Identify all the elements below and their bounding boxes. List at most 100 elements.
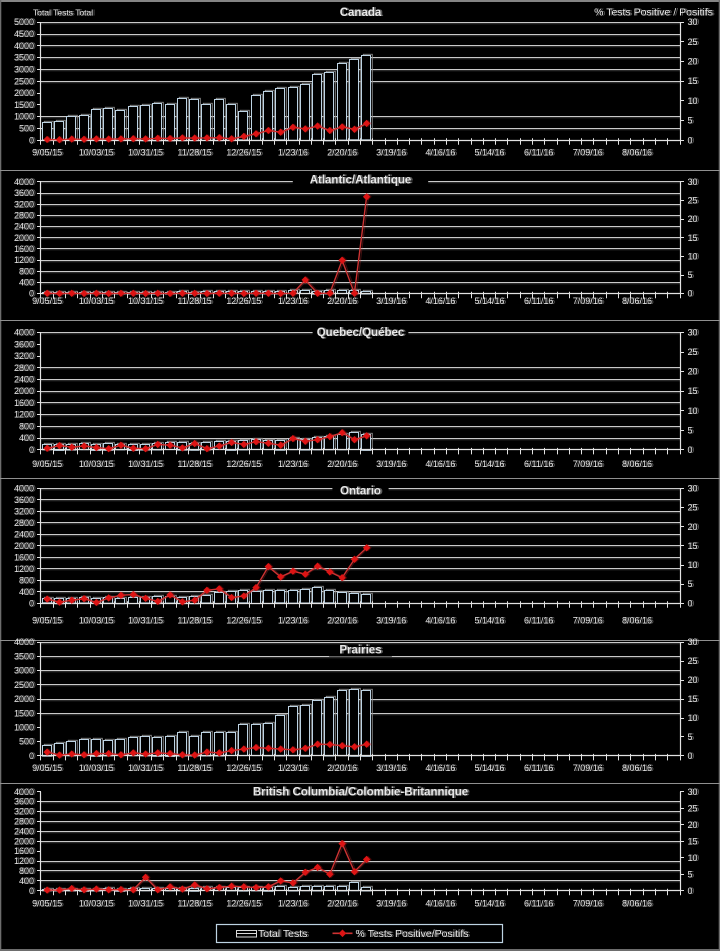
svg-text:2000: 2000	[16, 836, 36, 846]
svg-text:Atlantic/Atlantique: Atlantic/Atlantique	[310, 175, 412, 187]
svg-text:3200: 3200	[14, 507, 34, 517]
svg-text:25: 25	[688, 196, 698, 206]
svg-text:30: 30	[688, 637, 698, 647]
svg-text:3200: 3200	[14, 351, 34, 361]
svg-text:5/14/16: 5/14/16	[474, 763, 504, 773]
svg-text:6/11/16: 6/11/16	[524, 616, 553, 626]
svg-text:2/20/16: 2/20/16	[327, 763, 357, 773]
svg-text:1500: 1500	[14, 708, 34, 718]
svg-text:25: 25	[688, 656, 698, 666]
svg-text:4000: 4000	[14, 41, 34, 51]
svg-text:2000: 2000	[14, 694, 34, 704]
svg-text:800: 800	[21, 575, 36, 585]
svg-text:2400: 2400	[16, 375, 36, 385]
svg-text:11/28/15: 11/28/15	[177, 459, 211, 469]
svg-text:10: 10	[688, 406, 698, 416]
svg-text:7/09/16: 7/09/16	[573, 148, 603, 158]
svg-text:10: 10	[688, 853, 698, 863]
svg-text:2400: 2400	[14, 222, 34, 232]
svg-text:10/03/15: 10/03/15	[81, 459, 116, 469]
svg-text:20: 20	[688, 367, 698, 377]
svg-text:4/16/16: 4/16/16	[425, 616, 455, 626]
svg-text:15: 15	[689, 386, 699, 396]
svg-text:Total Tests Total: Total Tests Total	[33, 8, 93, 18]
svg-text:4000: 4000	[14, 177, 34, 187]
svg-text:7/09/16: 7/09/16	[575, 148, 605, 158]
svg-text:5: 5	[688, 579, 693, 589]
svg-text:4000: 4000	[16, 637, 36, 647]
svg-text:20: 20	[689, 522, 699, 532]
svg-text:1200: 1200	[14, 856, 34, 866]
svg-text:400: 400	[19, 587, 34, 597]
svg-text:Canada: Canada	[342, 7, 384, 19]
svg-text:6/11/16: 6/11/16	[524, 899, 553, 909]
svg-text:30: 30	[688, 484, 698, 494]
svg-text:3600: 3600	[16, 188, 36, 198]
svg-text:25: 25	[689, 656, 699, 666]
svg-text:2500: 2500	[14, 76, 34, 86]
svg-text:0: 0	[688, 886, 693, 896]
svg-text:2/20/16: 2/20/16	[329, 296, 359, 306]
svg-text:800: 800	[21, 421, 36, 431]
svg-text:9/05/15: 9/05/15	[34, 899, 64, 909]
svg-text:7/09/16: 7/09/16	[573, 763, 603, 773]
svg-text:30: 30	[689, 177, 699, 187]
svg-text:4000: 4000	[14, 484, 34, 494]
svg-text:10: 10	[688, 96, 698, 106]
svg-text:1/23/16: 1/23/16	[280, 763, 310, 773]
svg-text:9/05/15: 9/05/15	[34, 296, 64, 306]
svg-text:5: 5	[688, 732, 693, 742]
svg-text:15: 15	[689, 233, 699, 243]
svg-text:1200: 1200	[14, 410, 34, 420]
svg-text:2000: 2000	[14, 386, 34, 396]
svg-text:11/28/15: 11/28/15	[177, 616, 211, 626]
svg-text:10/31/15: 10/31/15	[130, 148, 165, 158]
svg-text:2000: 2000	[16, 233, 36, 243]
svg-text:7/09/16: 7/09/16	[573, 296, 603, 306]
svg-text:2000: 2000	[16, 694, 36, 704]
svg-text:3/19/16: 3/19/16	[378, 296, 408, 306]
svg-text:5/14/16: 5/14/16	[474, 148, 504, 158]
svg-text:% Tests Positive / Positifs: % Tests Positive / Positifs	[594, 7, 713, 19]
svg-text:2/20/16: 2/20/16	[327, 148, 357, 158]
svg-text:3/19/16: 3/19/16	[378, 148, 408, 158]
svg-text:10: 10	[689, 560, 699, 570]
svg-text:5: 5	[688, 425, 693, 435]
svg-text:11/28/15: 11/28/15	[177, 899, 211, 909]
svg-text:2000: 2000	[14, 541, 34, 551]
svg-text:30: 30	[689, 328, 699, 338]
svg-text:2000: 2000	[16, 386, 36, 396]
svg-text:Quebec/Québec: Quebec/Québec	[317, 327, 405, 339]
svg-text:0: 0	[689, 598, 694, 608]
svg-text:12/26/15: 12/26/15	[228, 148, 263, 158]
svg-text:1600: 1600	[16, 846, 36, 856]
svg-text:25: 25	[688, 347, 698, 357]
svg-text:4/16/16: 4/16/16	[427, 148, 457, 158]
svg-text:11/28/15: 11/28/15	[179, 296, 213, 306]
svg-text:1200: 1200	[14, 564, 34, 574]
svg-text:1/23/16: 1/23/16	[278, 616, 308, 626]
svg-text:3000: 3000	[14, 666, 34, 676]
svg-text:1/23/16: 1/23/16	[280, 459, 310, 469]
svg-text:20: 20	[689, 57, 699, 67]
svg-text:3/19/16: 3/19/16	[376, 148, 406, 158]
svg-text:9/05/15: 9/05/15	[32, 296, 62, 306]
svg-text:3600: 3600	[16, 339, 36, 349]
svg-text:% Tests Positive/Positifs: % Tests Positive/Positifs	[356, 928, 469, 940]
svg-text:3000: 3000	[14, 64, 34, 74]
svg-text:12/26/15: 12/26/15	[228, 763, 263, 773]
svg-text:12/26/15: 12/26/15	[228, 616, 263, 626]
svg-text:4000: 4000	[16, 328, 36, 338]
svg-text:3200: 3200	[14, 199, 34, 209]
svg-text:5/14/16: 5/14/16	[476, 148, 506, 158]
svg-text:5: 5	[689, 869, 694, 879]
svg-text:400: 400	[21, 876, 36, 886]
svg-text:10/31/15: 10/31/15	[128, 459, 163, 469]
svg-text:5: 5	[689, 116, 694, 126]
svg-text:Total Tests: Total Tests	[258, 928, 307, 940]
svg-text:11/28/15: 11/28/15	[179, 148, 213, 158]
svg-text:0: 0	[688, 445, 693, 455]
svg-text:9/05/15: 9/05/15	[34, 616, 64, 626]
svg-text:0: 0	[689, 886, 694, 896]
svg-text:8/06/16: 8/06/16	[624, 616, 654, 626]
